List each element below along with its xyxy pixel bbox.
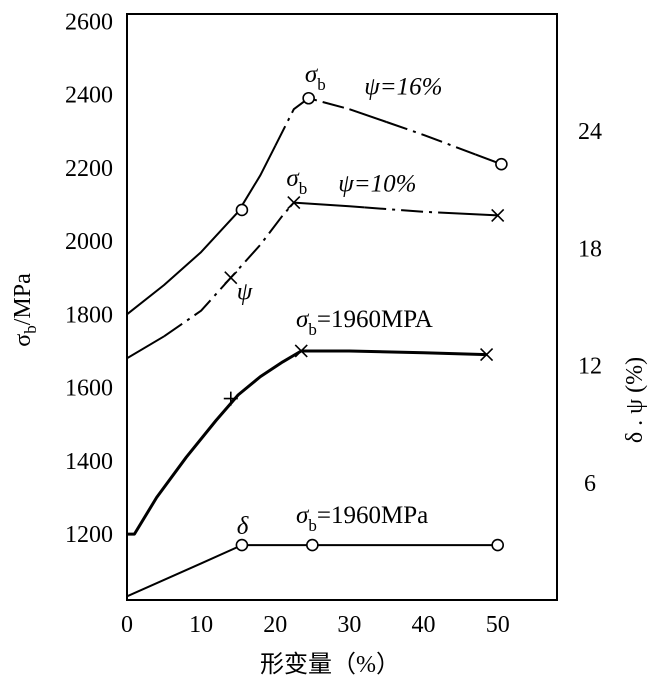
- annotation: σb=1960MPA: [296, 306, 433, 339]
- series-4-circle-marker: [491, 538, 504, 552]
- marker-layer: [223, 91, 508, 552]
- x-tick-label: 0: [121, 612, 133, 638]
- y-axis-label-subscript: b: [21, 325, 40, 334]
- y-axis-label-symbol: σ: [10, 334, 36, 347]
- annotation: ψ: [237, 279, 253, 306]
- series-2-x-marker: [224, 271, 238, 285]
- plot-frame: [126, 13, 558, 601]
- y-axis-label: σb/MPa: [10, 273, 40, 347]
- annotation: σb: [286, 165, 307, 198]
- y-tick-label: 1400: [65, 449, 113, 475]
- y2-tick-label: 12: [578, 354, 602, 380]
- x-tick-label: 20: [263, 612, 287, 638]
- secondary-y-axis-ticks: 6 12 18 24: [578, 119, 602, 497]
- series-1-line-segment: [126, 145, 277, 316]
- secondary-y-axis-label: δ . ψ (%): [622, 357, 648, 443]
- series-2-line-segment: [126, 335, 165, 360]
- y-tick-label: 2600: [65, 9, 113, 35]
- series-3-plus-marker: [223, 391, 238, 406]
- series-2-x-marker: [491, 208, 505, 223]
- series-3-line-segment: [127, 349, 487, 536]
- series-2-line-segment: [438, 211, 498, 217]
- y-tick-label: 1600: [65, 376, 113, 402]
- series-2-line-segment: [364, 206, 439, 214]
- series-2-x-marker: [287, 196, 301, 210]
- y-tick-label: 1200: [65, 522, 113, 548]
- y-tick-label: 1800: [65, 302, 113, 328]
- series-1-circle-marker: [495, 157, 508, 171]
- annotations: σb ψ=16% σb ψ=10% ψ σb=1960MPA δ σb=1960MPa: [237, 61, 443, 540]
- y2-tick-label: 24: [578, 119, 602, 145]
- series-4-circle-marker: [235, 538, 249, 552]
- y-axis-ticks: 1200 1400 1600 1800 2000 2200 2400 2600: [65, 9, 113, 548]
- annotation: ψ=10%: [338, 171, 416, 198]
- series-1-circle-marker: [302, 91, 315, 105]
- annotation: σb=1960MPa: [296, 502, 428, 535]
- series-1-line-segment: [349, 108, 387, 123]
- x-axis-ticks: 0 10 20 30 40 50: [121, 612, 510, 638]
- x-tick-label: 10: [189, 612, 213, 638]
- annotation: ψ=16%: [364, 74, 442, 101]
- series-1-line-segment: [274, 97, 350, 147]
- y-tick-label: 2400: [65, 83, 113, 109]
- series-3-x-marker: [480, 348, 494, 362]
- y-tick-label: 2200: [65, 156, 113, 182]
- y-tick-label: 2000: [65, 229, 113, 255]
- x-tick-label: 40: [412, 612, 436, 638]
- y-axis-label-unit: /MPa: [10, 273, 36, 325]
- series-2-line-segment: [289, 201, 365, 209]
- x-tick-label: 30: [337, 612, 361, 638]
- series-1-line-segment: [386, 121, 476, 156]
- series-1-circle-marker: [235, 203, 249, 217]
- annotation: σb: [305, 61, 326, 94]
- series-2-line-segment: [163, 206, 291, 338]
- annotation: δ: [237, 513, 249, 540]
- y2-tick-label: 6: [584, 471, 596, 497]
- x-tick-label: 50: [486, 612, 510, 638]
- series-4-circle-marker: [306, 538, 319, 552]
- x-axis-label: 形变量（%）: [260, 651, 400, 678]
- series-3-x-marker: [294, 344, 308, 358]
- series-4-line-segment: [126, 544, 498, 598]
- y2-tick-label: 18: [578, 236, 602, 262]
